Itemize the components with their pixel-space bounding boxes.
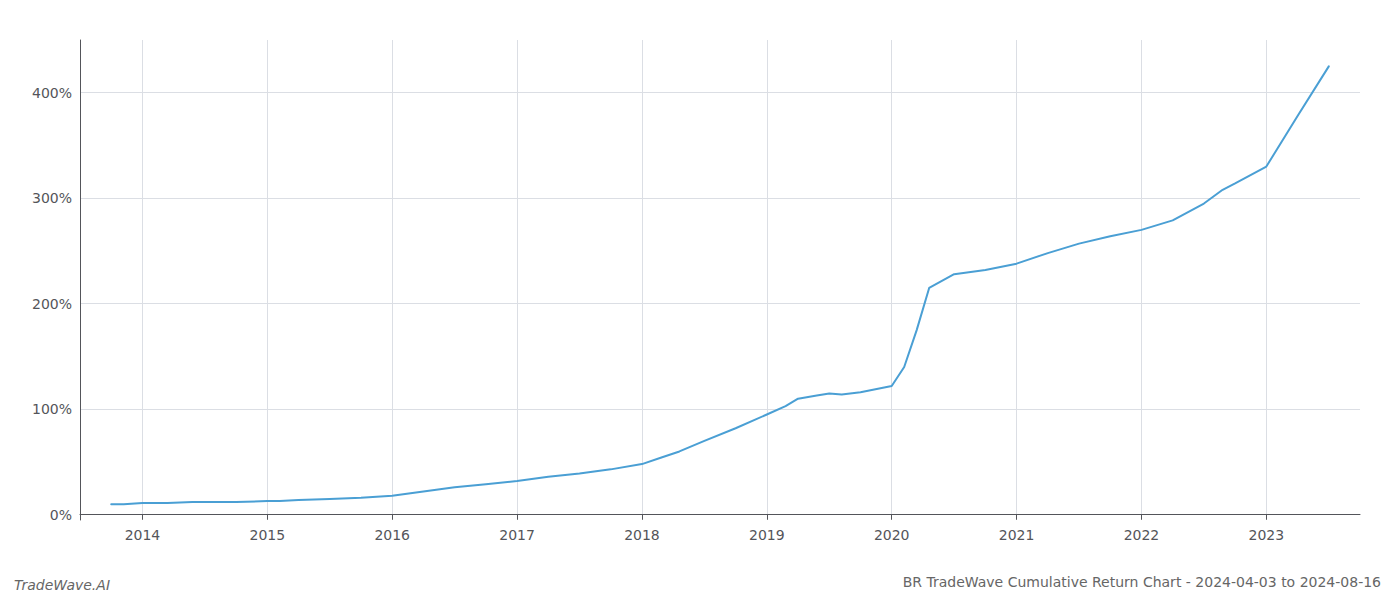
svg-text:2021: 2021 [999, 527, 1035, 543]
svg-text:2018: 2018 [624, 527, 660, 543]
svg-text:400%: 400% [32, 85, 72, 101]
svg-text:BR TradeWave Cumulative Return: BR TradeWave Cumulative Return Chart - 2… [903, 574, 1381, 590]
svg-text:2019: 2019 [749, 527, 785, 543]
svg-text:2022: 2022 [1124, 527, 1160, 543]
svg-text:2014: 2014 [125, 527, 161, 543]
svg-text:2023: 2023 [1249, 527, 1285, 543]
svg-text:2015: 2015 [249, 527, 285, 543]
svg-text:200%: 200% [32, 296, 72, 312]
svg-text:2016: 2016 [374, 527, 410, 543]
svg-text:2017: 2017 [499, 527, 535, 543]
svg-text:0%: 0% [50, 507, 72, 523]
svg-text:2020: 2020 [874, 527, 910, 543]
svg-text:100%: 100% [32, 401, 72, 417]
svg-text:TradeWave.AI: TradeWave.AI [14, 577, 110, 593]
svg-text:300%: 300% [32, 190, 72, 206]
